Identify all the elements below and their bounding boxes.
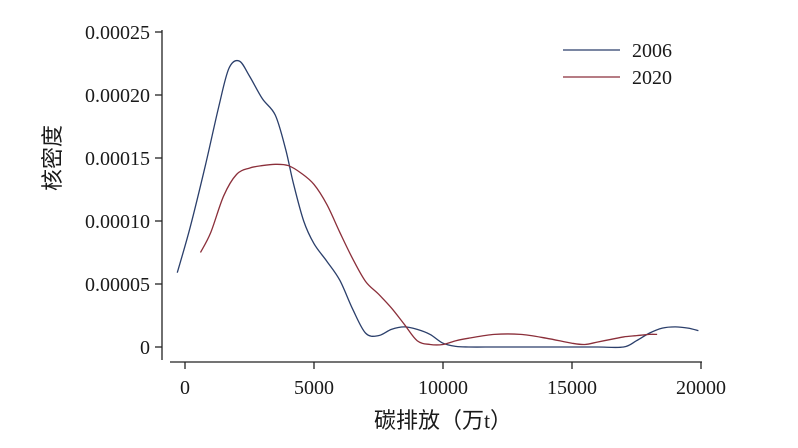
y-tick-label: 0.00025 — [85, 22, 150, 44]
legend-label-2020: 2020 — [632, 67, 672, 89]
x-tick-label: 5000 — [294, 377, 334, 399]
y-axis-title: 核密度 — [40, 125, 65, 191]
y-tick-label: 0.00005 — [85, 274, 150, 296]
y-tick-label: 0.00010 — [85, 211, 150, 233]
x-ticks: 0 5000 10000 15000 20000 — [180, 362, 726, 399]
x-tick-label: 0 — [180, 377, 190, 399]
x-tick-label: 20000 — [676, 377, 726, 399]
axes — [161, 30, 702, 363]
legend: 2006 2020 — [563, 40, 672, 89]
series-layer — [176, 59, 699, 349]
series-line-2006 — [176, 59, 699, 349]
y-tick-label: 0 — [140, 337, 150, 359]
y-tick-label: 0.00020 — [85, 85, 150, 107]
x-axis-title: 碳排放（万t） — [374, 408, 512, 433]
legend-label-2006: 2006 — [632, 40, 672, 62]
y-tick-label: 0.00015 — [85, 148, 150, 170]
series-line-2020 — [199, 163, 658, 346]
x-tick-label: 10000 — [418, 377, 468, 399]
y-ticks: 0 0.00005 0.00010 0.00015 0.00020 0.00025 — [85, 22, 162, 359]
x-tick-label: 15000 — [547, 377, 597, 399]
